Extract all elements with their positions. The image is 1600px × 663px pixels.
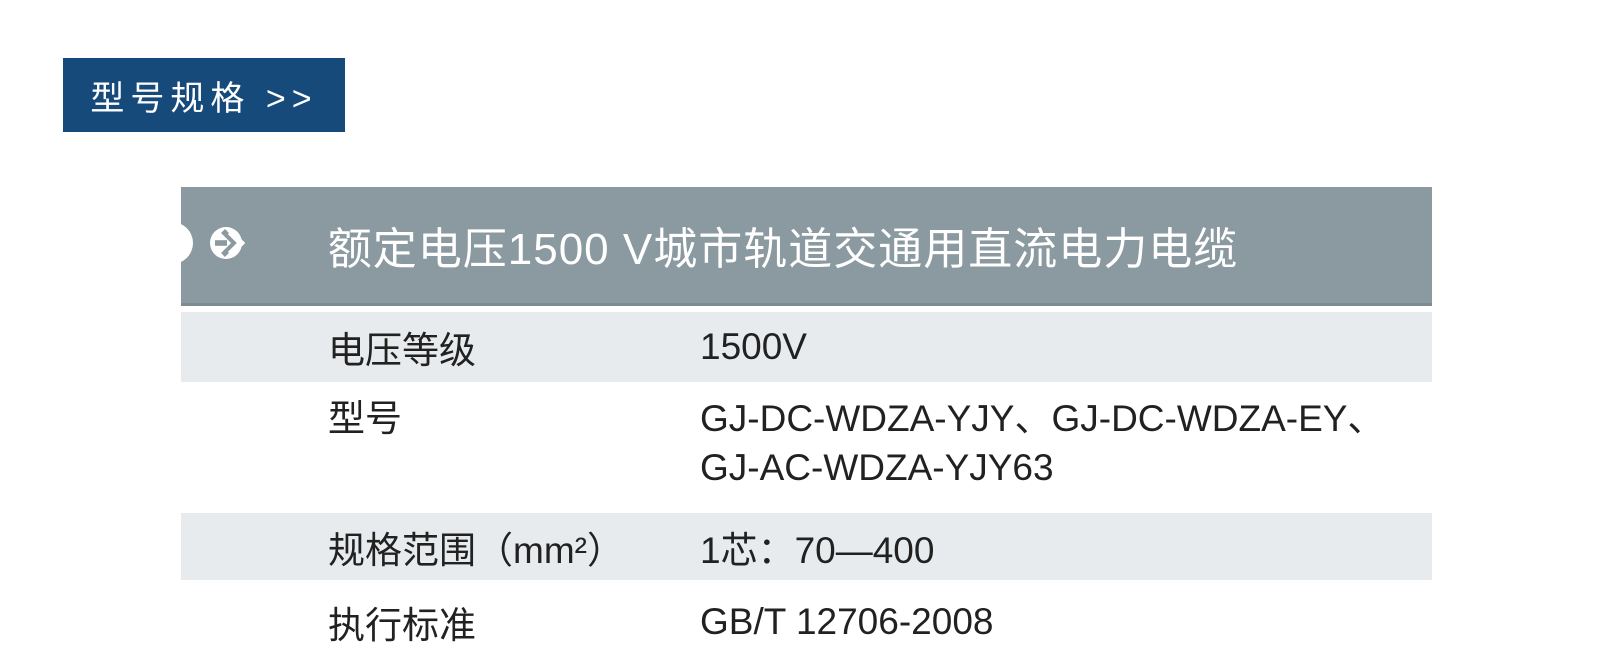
spec-label: 电压等级 <box>328 330 476 371</box>
table-row-model: 型号 GJ-DC-WDZA-YJY、GJ-DC-WDZA-EY、 GJ-AC-W… <box>181 382 1432 513</box>
spec-value: 1芯：70—400 <box>700 529 935 571</box>
table-row-spec-range: 规格范围（mm²） 1芯：70—400 <box>181 513 1432 580</box>
spec-label: 执行标准 <box>328 604 476 646</box>
spec-table: 电压等级 1500V 型号 GJ-DC-WDZA-YJY、GJ-DC-WDZA-… <box>181 312 1432 663</box>
section-badge-model-spec[interactable]: 型号规格 >> <box>63 58 345 132</box>
section-badge-label: 型号规格 >> <box>90 79 318 118</box>
spec-label: 型号 <box>328 398 402 439</box>
half-circle-decoration <box>151 222 193 264</box>
spec-value-line: GJ-DC-WDZA-YJY、GJ-DC-WDZA-EY、 <box>700 398 1385 439</box>
spec-label: 规格范围（mm²） <box>328 529 624 571</box>
table-title: 额定电压1500 V城市轨道交通用直流电力电缆 <box>327 225 1239 274</box>
spec-value: 1500V <box>700 326 807 367</box>
spec-value: GB/T 12706-2008 <box>700 600 994 642</box>
table-header-bar: 额定电压1500 V城市轨道交通用直流电力电缆 <box>151 187 1432 306</box>
table-row-standard: 执行标准 GB/T 12706-2008 <box>181 580 1432 663</box>
table-row-voltage-grade: 电压等级 1500V <box>181 312 1432 382</box>
spec-value: GJ-DC-WDZA-YJY、GJ-DC-WDZA-EY、 GJ-AC-WDZA… <box>700 394 1432 492</box>
arrow-right-circle-icon <box>210 227 246 259</box>
spec-value-line: GJ-AC-WDZA-YJY63 <box>700 447 1054 488</box>
